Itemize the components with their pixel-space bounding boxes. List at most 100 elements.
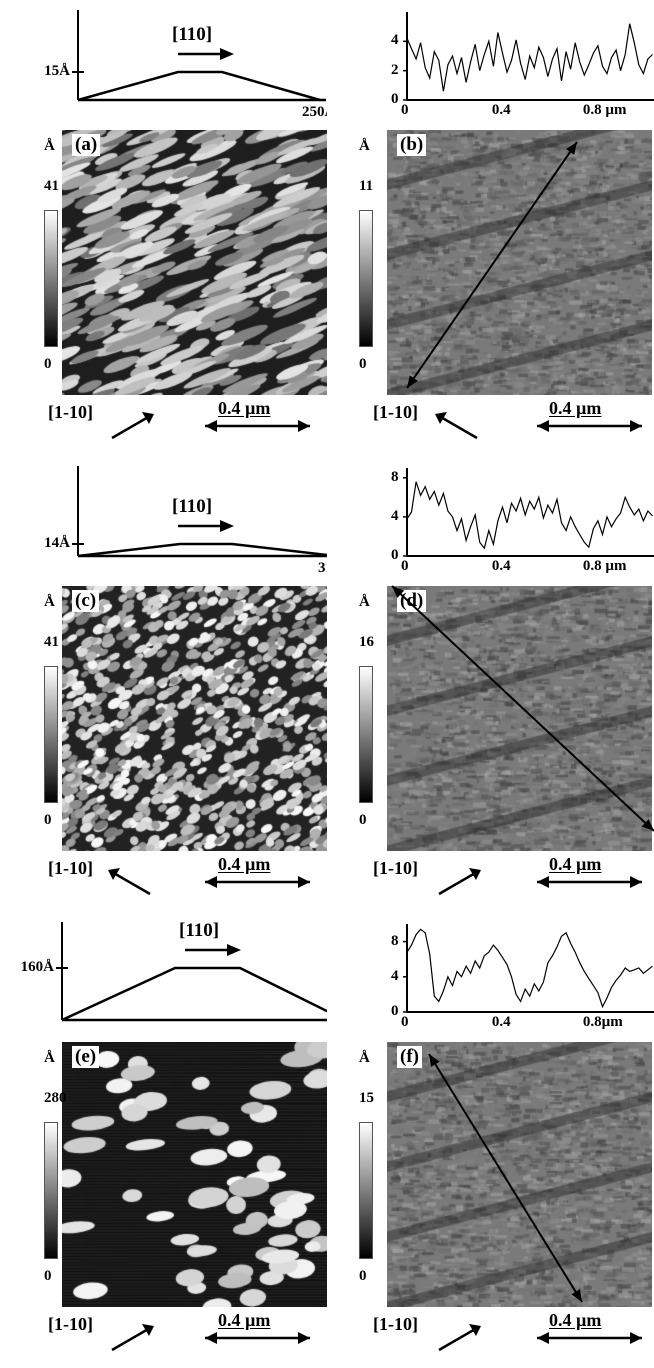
panel-a: [110] 15Å 250Å (a) Å 41 0 [1-10] 0.4 µm [0, 0, 327, 456]
color-scale-f [359, 1122, 373, 1259]
profile-series-line [406, 23, 653, 92]
schematic-height-label: 15Å [44, 63, 70, 79]
section-line [428, 1053, 583, 1303]
schematic-a [72, 10, 326, 102]
panel-b: 4 2 0 Å 0 0.4 0.8 µm (b) Å 11 0 [1-10] 0.4 µm [327, 0, 654, 456]
arrow-head-icon [566, 142, 577, 155]
profile-x-tick-label: 0.4 [491, 1014, 511, 1030]
profile-chart-b [403, 12, 654, 101]
stm-image-f [387, 1042, 652, 1307]
panel-d: 8 4 0 Å 0 0.4 0.8 µm (d) Å 16 0 [1-10] 0.4 µm [327, 456, 654, 912]
crystal-direction-label: [1-10] [373, 402, 418, 422]
color-scale-unit: Å [359, 138, 370, 154]
scale-bar-label: 0.4 µm [549, 398, 602, 418]
arrow-head-icon [205, 420, 217, 432]
schematic-profile-line [77, 70, 321, 102]
crystal-direction-label: [1-10] [373, 1314, 418, 1334]
arrow-head-icon [435, 412, 447, 424]
arrow-head-icon [429, 1054, 440, 1067]
schematic-profile-line [77, 542, 327, 558]
arrow-shaft [111, 870, 151, 896]
stm-image-b [387, 130, 652, 395]
schematic-width-label: 310 Å [318, 560, 327, 576]
arrow-head-icon [469, 1324, 481, 1336]
panel-label-b: (b) [397, 134, 427, 156]
arrow-head-icon [298, 420, 310, 432]
panel-c: [110] 14Å 310 Å (c) Å 41 0 [1-10] 0.4 µm [0, 456, 327, 912]
arrow-head-icon [630, 876, 642, 888]
arrow-shaft [438, 1326, 478, 1352]
profile-y-unit-label: Å [387, 456, 398, 461]
arrow-shaft [111, 414, 151, 440]
scale-bar-label: 0.4 µm [549, 854, 602, 874]
section-line [406, 141, 578, 389]
crystal-direction-arrow [438, 1324, 642, 1352]
section-line [391, 585, 654, 832]
profile-path-line [428, 1053, 583, 1303]
arrow-head-icon [298, 876, 310, 888]
arrow-head-icon [571, 1289, 582, 1302]
arrow-head-icon [630, 1332, 642, 1344]
arrow-head-icon [220, 48, 234, 60]
arrow-head-icon [298, 1332, 310, 1344]
crystal-direction-arrow [111, 1324, 310, 1352]
profile-y-unit-label: Å [387, 912, 398, 917]
profile-x-tick-label: 0.8 µm [582, 558, 627, 574]
profile-y-tick-label: 2 [391, 61, 399, 78]
arrow-head-icon [630, 420, 642, 432]
color-scale-min: 0 [44, 356, 52, 372]
scale-bar-label: 0.4 µm [549, 1310, 602, 1330]
color-scale-max: 41 [44, 178, 59, 194]
color-scale-e [44, 1122, 58, 1259]
profile-y-tick-label: 8 [391, 932, 399, 949]
arrow-head-icon [220, 520, 234, 532]
color-scale-min: 0 [44, 1268, 52, 1284]
stm-image-d [387, 586, 652, 851]
panel-label-a: (a) [72, 134, 101, 156]
color-scale-a [44, 210, 58, 347]
arrow-head-icon [108, 868, 120, 880]
schematic-e [56, 922, 327, 1022]
profile-y-tick-label: 0 [391, 1003, 399, 1019]
arrow-head-icon [537, 876, 549, 888]
profile-x-tick-label: 0 [401, 1014, 409, 1030]
color-scale-b [359, 210, 373, 347]
arrow-head-icon [392, 586, 405, 598]
crystal-direction-label: [1-10] [373, 858, 418, 878]
schematic-direction-label: [110] [172, 24, 213, 45]
arrow-head-icon [142, 412, 154, 424]
arrow-head-icon [407, 375, 418, 388]
crystal-direction-label: [1-10] [48, 858, 93, 878]
profile-y-tick-label: 0 [391, 91, 399, 107]
profile-x-tick-label: 0 [401, 558, 409, 574]
stm-image-e [62, 1042, 327, 1307]
crystal-direction-arrow [435, 412, 642, 440]
profile-series-line [406, 928, 653, 1009]
panel-label-d: (d) [397, 590, 427, 612]
scale-bar-label: 0.4 µm [218, 854, 271, 874]
crystal-direction-arrow [111, 412, 310, 440]
stm-image-a [62, 130, 327, 395]
profile-x-tick-label: 0 [401, 102, 409, 118]
color-scale-max: 15 [359, 1090, 374, 1106]
profile-y-tick-label: 0 [391, 547, 399, 563]
stm-image-c [62, 586, 327, 851]
panel-f: 8 4 0 Å 0 0.4 0.8µm (f) Å 15 0 [1-10] 0.4 µm [327, 912, 654, 1368]
color-scale-d [359, 666, 373, 803]
color-scale-unit: Å [44, 138, 55, 154]
color-scale-min: 0 [359, 1268, 367, 1284]
schematic-c [72, 466, 327, 558]
profile-y-tick-label: 4 [391, 507, 399, 524]
panel-label-f: (f) [397, 1046, 422, 1068]
panel-label-c: (c) [72, 590, 100, 612]
color-scale-min: 0 [359, 356, 367, 372]
profile-y-tick-label: 4 [391, 967, 399, 984]
schematic-direction-label: [110] [179, 920, 220, 941]
schematic-direction-label: [110] [172, 496, 213, 517]
color-scale-unit: Å [359, 594, 370, 610]
color-scale-unit: Å [44, 594, 55, 610]
scale-bar-label: 0.4 µm [218, 398, 271, 418]
color-scale-max: 41 [44, 634, 59, 650]
crystal-direction-label: [1-10] [48, 1314, 93, 1334]
